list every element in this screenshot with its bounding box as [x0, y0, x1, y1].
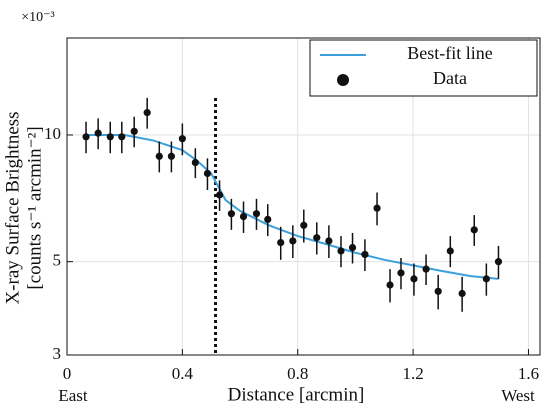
data-point: [191, 158, 199, 167]
data-point: [348, 243, 357, 252]
data-point: [386, 281, 394, 289]
data-point: [130, 127, 138, 135]
x-tick-label: 1.2: [402, 364, 423, 383]
data-point: [325, 237, 333, 245]
data-point: [373, 204, 381, 212]
x-tick-label: 0: [63, 364, 72, 383]
data-point: [470, 226, 478, 234]
x-tick-label: 1.6: [518, 364, 539, 383]
y-tick-label: 5: [53, 251, 62, 270]
data-point: [215, 191, 224, 199]
data-point: [203, 169, 212, 178]
legend-box: [309, 39, 538, 97]
plot-frame: [66, 37, 541, 356]
y-tick-label: 3: [53, 344, 62, 363]
y-axis-label: [counts s⁻¹ arcmin⁻²]: [24, 126, 45, 289]
y-multiplier: ×10⁻³: [21, 10, 54, 25]
data-point: [94, 129, 102, 137]
data-point: [289, 237, 297, 245]
data-point: [337, 247, 345, 255]
data-point: [143, 109, 151, 117]
x-axis-label: Distance [arcmin]: [228, 384, 365, 405]
data-point: [458, 289, 466, 298]
x-tick-label: 0.8: [287, 364, 308, 383]
data-point: [361, 250, 369, 259]
data-point: [82, 133, 90, 141]
legend-label: Best-fit line: [407, 43, 492, 63]
data-point: [118, 133, 126, 141]
data-point: [410, 275, 418, 283]
data-point: [178, 135, 186, 143]
data-point: [397, 269, 405, 277]
data-point: [300, 221, 308, 229]
data-point: [422, 265, 430, 273]
data-point: [239, 212, 248, 221]
data-point: [494, 258, 503, 266]
x-end-label: West: [501, 386, 535, 405]
data-point: [227, 210, 235, 218]
data-point: [155, 152, 163, 160]
fit-line: [86, 133, 499, 280]
y-tick-label: 10: [44, 124, 61, 143]
data-point: [313, 234, 321, 242]
data-point: [167, 152, 176, 160]
data-point: [446, 247, 454, 255]
x-tick-label: 0.4: [172, 364, 194, 383]
x-end-label: East: [58, 386, 88, 405]
data-point: [482, 275, 490, 283]
legend-swatch: [337, 74, 349, 86]
data-point: [434, 287, 442, 295]
data-point: [277, 238, 285, 247]
data-point: [264, 215, 272, 224]
data-point: [252, 210, 261, 218]
data-point: [106, 133, 114, 141]
legend-label: Data: [433, 68, 467, 88]
y-axis-label: X-ray Surface Brightness: [2, 111, 23, 304]
